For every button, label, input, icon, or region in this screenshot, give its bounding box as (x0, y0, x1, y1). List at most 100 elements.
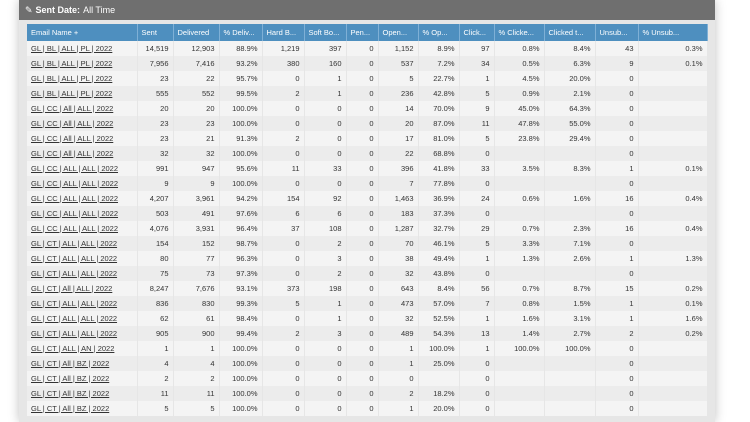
email-name-cell[interactable]: GL | BL | ALL | PL | 2022 (27, 71, 138, 86)
table-row[interactable]: GL | BL | ALL | PL | 2022 14,519 12,903 88.… (27, 41, 708, 56)
edit-pencil-icon[interactable]: ✎ (25, 5, 33, 15)
email-name-link[interactable]: GL | CC | All | ALL | 2022 (31, 104, 114, 113)
email-name-cell[interactable]: GL | CC | ALL | ALL | 2022 (27, 221, 138, 236)
email-name-cell[interactable]: GL | CC | All | ALL | 2022 (27, 146, 138, 161)
email-name-link[interactable]: GL | CC | All | ALL | 2022 (31, 119, 114, 128)
email-name-cell[interactable]: GL | CT | ALL | ALL | 2022 (27, 251, 138, 266)
table-cell: 0 (459, 146, 495, 161)
email-name-cell[interactable]: GL | CT | ALL | ALL | 2022 (27, 311, 138, 326)
email-name-link[interactable]: GL | CC | ALL | ALL | 2022 (31, 224, 119, 233)
table-row[interactable]: GL | CT | ALL | ALL | 2022 75 73 97.3% 0 2 0 32… (27, 266, 708, 281)
email-name-cell[interactable]: GL | BL | ALL | PL | 2022 (27, 86, 138, 101)
email-name-cell[interactable]: GL | BL | ALL | PL | 2022 (27, 41, 138, 56)
table-row[interactable]: GL | CT | ALL | AN | 2022 1 1 100.0% 0 0 0 1 100… (27, 341, 708, 356)
table-row[interactable]: GL | CC | All | ALL | 2022 32 32 100.0% 0 0 0 2… (27, 146, 708, 161)
email-name-cell[interactable]: GL | CC | All | ALL | 2022 (27, 116, 138, 131)
table-row[interactable]: GL | CC | ALL | ALL | 2022 991 947 95.6% 11 3… (27, 161, 708, 176)
email-name-cell[interactable]: GL | CC | ALL | ALL | 2022 (27, 176, 138, 191)
email-name-link[interactable]: GL | BL | ALL | PL | 2022 (31, 59, 113, 68)
email-name-cell[interactable]: GL | CT | ALL | ALL | 2022 (27, 236, 138, 251)
table-row[interactable]: GL | CT | ALL | ALL | 2022 154 152 98.7% 0 2 0… (27, 236, 708, 251)
email-name-link[interactable]: GL | CT | ALL | ALL | 2022 (31, 299, 118, 308)
table-row[interactable]: GL | CT | All | BZ | 2022 11 11 100.0% 0 0 0 2 1… (27, 386, 708, 401)
email-name-link[interactable]: GL | BL | ALL | PL | 2022 (31, 74, 113, 83)
email-name-cell[interactable]: GL | CC | ALL | ALL | 2022 (27, 161, 138, 176)
column-header[interactable]: Email Name + (27, 24, 138, 41)
table-row[interactable]: GL | CT | ALL | ALL | 2022 905 900 99.4% 2 3 0… (27, 326, 708, 341)
column-header[interactable]: Clicked t... (544, 24, 596, 41)
column-header[interactable]: Hard B... (262, 24, 305, 41)
email-name-link[interactable]: GL | CT | ALL | ALL | 2022 (31, 254, 118, 263)
column-header[interactable]: Unsub... (595, 24, 639, 41)
table-cell (638, 341, 708, 356)
email-name-cell[interactable]: GL | CC | All | ALL | 2022 (27, 131, 138, 146)
table-row[interactable]: GL | BL | ALL | PL | 2022 23 22 95.7% 0 1 0 5 22… (27, 71, 708, 86)
email-name-cell[interactable]: GL | CC | All | ALL | 2022 (27, 101, 138, 116)
email-name-link[interactable]: GL | CC | ALL | ALL | 2022 (31, 194, 119, 203)
column-header[interactable]: % Deliv... (219, 24, 263, 41)
table-row[interactable]: GL | CT | ALL | ALL | 2022 80 77 96.3% 0 3 0 38… (27, 251, 708, 266)
table-cell: 9 (459, 101, 495, 116)
email-name-link[interactable]: GL | CT | ALL | ALL | 2022 (31, 269, 118, 278)
email-name-link[interactable]: GL | CT | All | ALL | 2022 (31, 284, 113, 293)
email-name-link[interactable]: GL | BL | ALL | PL | 2022 (31, 89, 113, 98)
table-cell: 22 (173, 71, 220, 86)
email-name-cell[interactable]: GL | CT | All | ALL | 2022 (27, 281, 138, 296)
email-name-link[interactable]: GL | CC | All | ALL | 2022 (31, 134, 114, 143)
email-name-link[interactable]: GL | CT | ALL | ALL | 2022 (31, 314, 118, 323)
table-row[interactable]: GL | CT | All | BZ | 2022 5 5 100.0% 0 0 0 1 20.… (27, 401, 708, 416)
email-name-cell[interactable]: GL | CT | All | BZ | 2022 (27, 356, 138, 371)
email-name-link[interactable]: GL | CT | All | BZ | 2022 (31, 374, 110, 383)
email-name-link[interactable]: GL | CC | ALL | ALL | 2022 (31, 164, 119, 173)
table-cell: 92 (304, 191, 347, 206)
table-cell: 20 (137, 101, 174, 116)
table-row[interactable]: GL | CC | All | ALL | 2022 20 20 100.0% 0 0 0 1… (27, 101, 708, 116)
column-header[interactable]: Soft Bo... (304, 24, 347, 41)
table-cell (638, 146, 708, 161)
filter-bar[interactable]: ✎ Sent Date: All Time (19, 0, 715, 20)
email-name-cell[interactable]: GL | CT | All | BZ | 2022 (27, 386, 138, 401)
table-row[interactable]: GL | CC | ALL | ALL | 2022 4,076 3,931 96.4… (27, 221, 708, 236)
email-name-cell[interactable]: GL | CT | All | BZ | 2022 (27, 371, 138, 386)
email-name-link[interactable]: GL | CC | ALL | ALL | 2022 (31, 179, 119, 188)
email-name-link[interactable]: GL | CC | All | ALL | 2022 (31, 149, 114, 158)
table-row[interactable]: GL | CT | All | BZ | 2022 2 2 100.0% 0 0 0 0 0 0 (27, 371, 708, 386)
column-header[interactable]: Pen... (346, 24, 379, 41)
email-name-link[interactable]: GL | BL | ALL | PL | 2022 (31, 44, 113, 53)
table-row[interactable]: GL | CT | All | BZ | 2022 4 4 100.0% 0 0 0 1 25.… (27, 356, 708, 371)
email-name-link[interactable]: GL | CT | ALL | ALL | 2022 (31, 329, 118, 338)
email-name-link[interactable]: GL | CT | All | BZ | 2022 (31, 359, 110, 368)
column-header[interactable]: Open... (378, 24, 419, 41)
email-name-link[interactable]: GL | CT | ALL | AN | 2022 (31, 344, 115, 353)
email-name-cell[interactable]: GL | BL | ALL | PL | 2022 (27, 56, 138, 71)
column-header[interactable]: Delivered (173, 24, 220, 41)
email-name-cell[interactable]: GL | CT | ALL | ALL | 2022 (27, 326, 138, 341)
email-name-cell[interactable]: GL | CT | ALL | AN | 2022 (27, 341, 138, 356)
column-header[interactable]: % Clicke... (494, 24, 545, 41)
email-name-cell[interactable]: GL | CC | ALL | ALL | 2022 (27, 206, 138, 221)
email-name-cell[interactable]: GL | CT | All | BZ | 2022 (27, 401, 138, 416)
table-cell (544, 386, 596, 401)
email-name-link[interactable]: GL | CT | ALL | ALL | 2022 (31, 239, 118, 248)
email-name-link[interactable]: GL | CT | All | BZ | 2022 (31, 404, 110, 413)
table-row[interactable]: GL | BL | ALL | PL | 2022 7,956 7,416 93.2%… (27, 56, 708, 71)
email-name-cell[interactable]: GL | CC | ALL | ALL | 2022 (27, 191, 138, 206)
email-name-link[interactable]: GL | CT | All | BZ | 2022 (31, 389, 110, 398)
table-cell: 0 (346, 221, 379, 236)
table-row[interactable]: GL | CT | ALL | ALL | 2022 836 830 99.3% 5 1 0… (27, 296, 708, 311)
table-row[interactable]: GL | CC | All | ALL | 2022 23 21 91.3% 2 0 0 17… (27, 131, 708, 146)
table-row[interactable]: GL | CC | All | ALL | 2022 23 23 100.0% 0 0 0 2… (27, 116, 708, 131)
table-row[interactable]: GL | CC | ALL | ALL | 2022 4,207 3,961 94.2… (27, 191, 708, 206)
table-row[interactable]: GL | CT | All | ALL | 2022 8,247 7,676 93.1… (27, 281, 708, 296)
table-row[interactable]: GL | BL | ALL | PL | 2022 555 552 99.5% 2 1 0 2… (27, 86, 708, 101)
table-row[interactable]: GL | CC | ALL | ALL | 2022 503 491 97.6% 6 6 0… (27, 206, 708, 221)
table-row[interactable]: GL | CC | ALL | ALL | 2022 9 9 100.0% 0 0 0 7 77… (27, 176, 708, 191)
column-header[interactable]: % Unsub... (638, 24, 708, 41)
email-name-cell[interactable]: GL | CT | ALL | ALL | 2022 (27, 266, 138, 281)
column-header[interactable]: Click... (459, 24, 495, 41)
email-name-link[interactable]: GL | CC | ALL | ALL | 2022 (31, 209, 119, 218)
column-header[interactable]: Sent (137, 24, 174, 41)
column-header[interactable]: % Op... (418, 24, 460, 41)
table-row[interactable]: GL | CT | ALL | ALL | 2022 62 61 98.4% 0 1 0 32… (27, 311, 708, 326)
email-name-cell[interactable]: GL | CT | ALL | ALL | 2022 (27, 296, 138, 311)
